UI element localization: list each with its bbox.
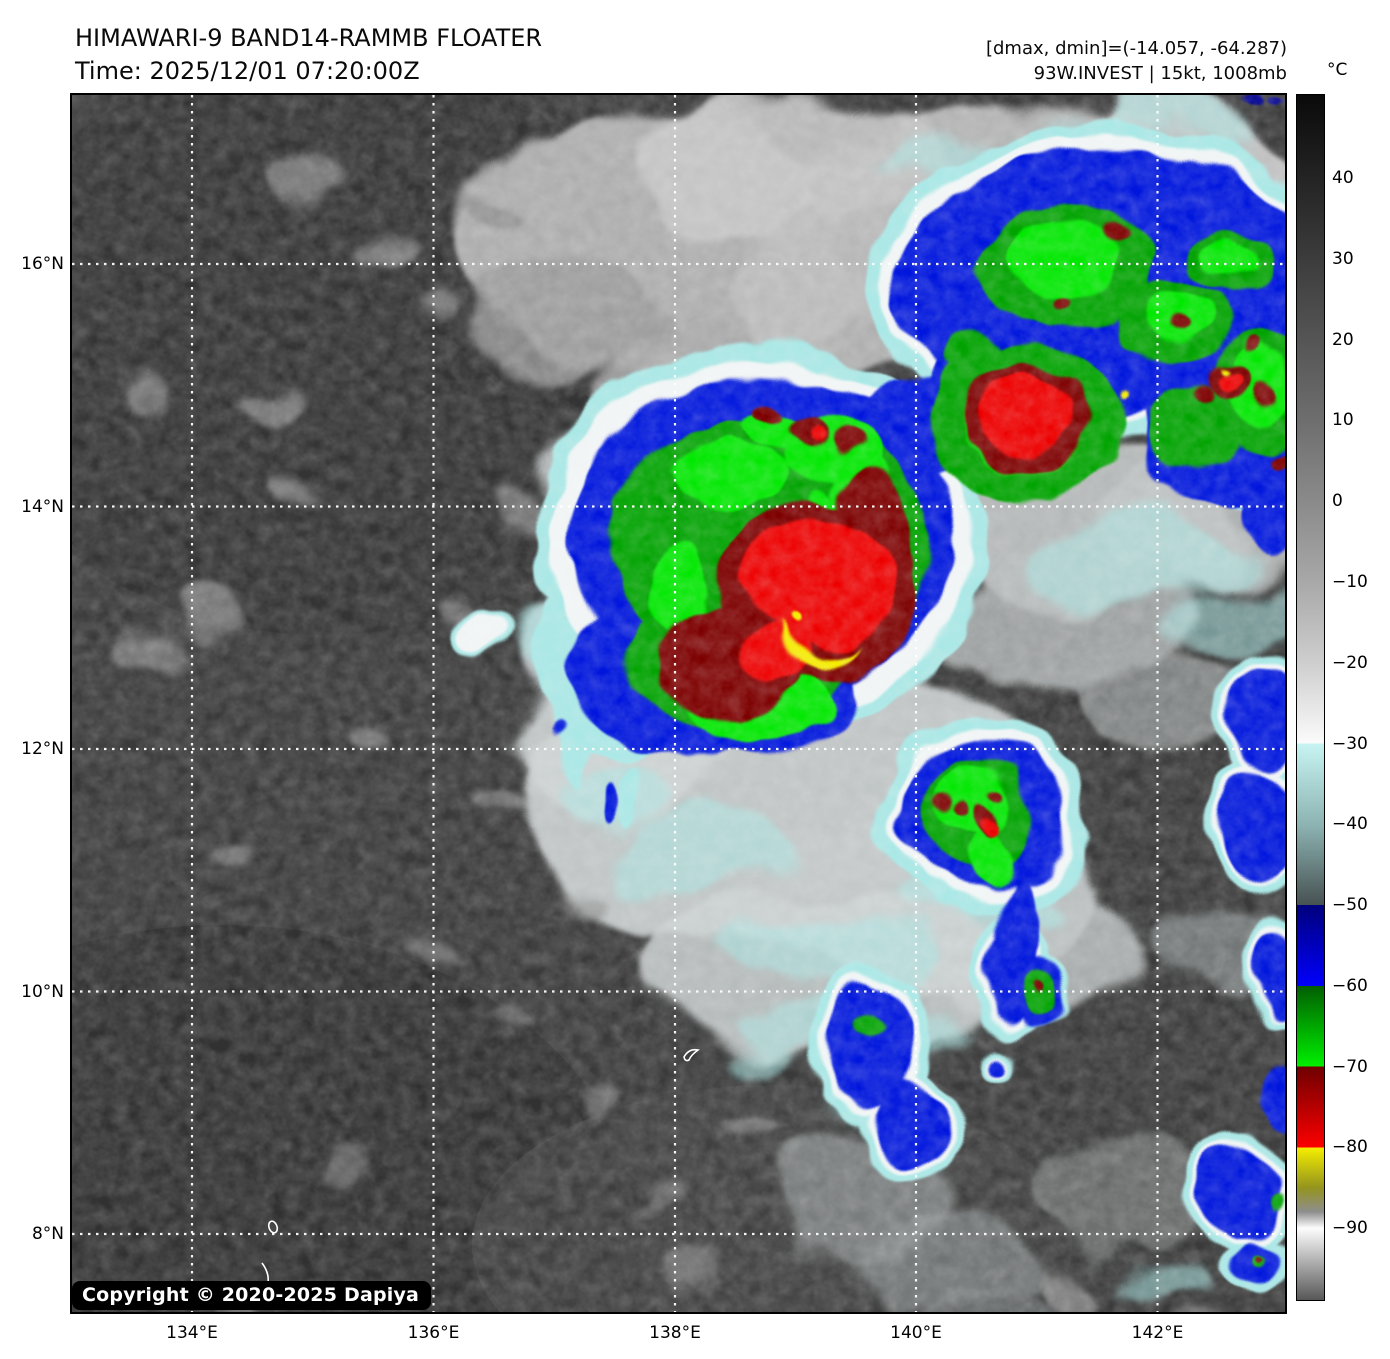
satellite-map: Copyright © 2020-2025 Dapiya	[70, 93, 1287, 1314]
colorbar-tick-30: 30	[1332, 248, 1354, 269]
product-time: Time: 2025/12/01 07:20:00Z	[75, 57, 420, 85]
colorbar-tick--90: −90	[1332, 1218, 1368, 1239]
colorbar-tick--30: −30	[1332, 733, 1368, 754]
product-title: HIMAWARI-9 BAND14-RAMMB FLOATER	[75, 24, 543, 52]
lon-tick-label-142°E: 142°E	[1131, 1323, 1184, 1343]
colorbar-tick--40: −40	[1332, 814, 1368, 835]
header-readouts: [dmax, dmin]=(-14.057, -64.287) 93W.INVE…	[986, 36, 1287, 86]
colorbar-tick-40: 40	[1332, 168, 1354, 189]
dmax-dmin-readout: [dmax, dmin]=(-14.057, -64.287)	[985, 38, 1287, 59]
lat-tick-label-8°N: 8°N	[31, 1224, 64, 1244]
header-block: HIMAWARI-9 BAND14-RAMMB FLOATER Time: 20…	[75, 22, 542, 88]
noise-texture-overlay	[72, 95, 1285, 1312]
colorbar-tick--70: −70	[1332, 1056, 1368, 1077]
copyright-badge: Copyright © 2020-2025 Dapiya	[72, 1281, 432, 1310]
gridline-layer	[72, 95, 1285, 1312]
colorbar-tick--50: −50	[1332, 895, 1368, 916]
lon-tick-label-140°E: 140°E	[890, 1323, 942, 1343]
lon-tick-label-136°E: 136°E	[407, 1323, 460, 1343]
lat-tick-label-10°N: 10°N	[21, 981, 64, 1002]
colorbar-tick--20: −20	[1332, 652, 1368, 673]
lat-tick-label-16°N: 16°N	[21, 254, 64, 274]
colorbar-tick--10: −10	[1332, 572, 1368, 592]
storm-id-readout: 93W.INVEST | 15kt, 1008mb	[1033, 63, 1287, 84]
lat-tick-label-14°N: 14°N	[21, 496, 64, 517]
colorbar	[1296, 94, 1325, 1301]
lat-tick-label-12°N: 12°N	[21, 739, 64, 759]
lon-tick-label-138°E: 138°E	[649, 1323, 701, 1343]
colorbar-tick--60: −60	[1332, 975, 1368, 996]
satellite-image	[72, 95, 1285, 1312]
colorbar-unit-label: °C	[1327, 60, 1348, 80]
colorbar-tick-10: 10	[1332, 410, 1354, 431]
colorbar-tick--80: −80	[1332, 1137, 1368, 1158]
colorbar-tick-20: 20	[1332, 329, 1354, 350]
colorbar-tick-0: 0	[1332, 491, 1343, 512]
lon-tick-label-134°E: 134°E	[166, 1323, 218, 1343]
